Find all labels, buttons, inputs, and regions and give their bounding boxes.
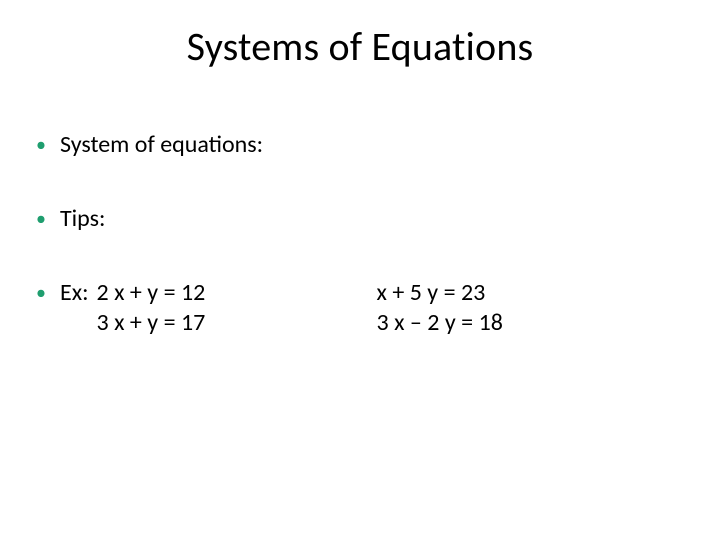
equation-line: 3 x + y = 17	[97, 308, 377, 338]
bullet-icon: •	[36, 278, 46, 308]
equation-line: 3 x – 2 y = 18	[377, 308, 637, 338]
bullet-item-example: • Ex: 2 x + y = 12 3 x + y = 17 x + 5 y …	[36, 278, 684, 338]
equation-column-right: x + 5 y = 23 3 x – 2 y = 18	[377, 278, 637, 338]
equation-line: x + 5 y = 23	[377, 278, 637, 308]
bullet-item-tips: • Tips:	[36, 204, 684, 234]
bullet-icon: •	[36, 204, 46, 234]
slide-title: Systems of Equations	[0, 22, 720, 71]
bullet-text: Tips:	[60, 204, 684, 234]
equation-column-left: 2 x + y = 12 3 x + y = 17	[97, 278, 377, 338]
bullet-icon: •	[36, 130, 46, 160]
example-label: Ex:	[60, 278, 89, 338]
slide-body: • System of equations: • Tips: • Ex: 2 x…	[36, 130, 684, 338]
equation-line: 2 x + y = 12	[97, 278, 377, 308]
slide: Systems of Equations • System of equatio…	[0, 0, 720, 540]
bullet-item-system: • System of equations:	[36, 130, 684, 160]
example-content: Ex: 2 x + y = 12 3 x + y = 17 x + 5 y = …	[60, 278, 684, 338]
bullet-text: System of equations:	[60, 130, 684, 160]
